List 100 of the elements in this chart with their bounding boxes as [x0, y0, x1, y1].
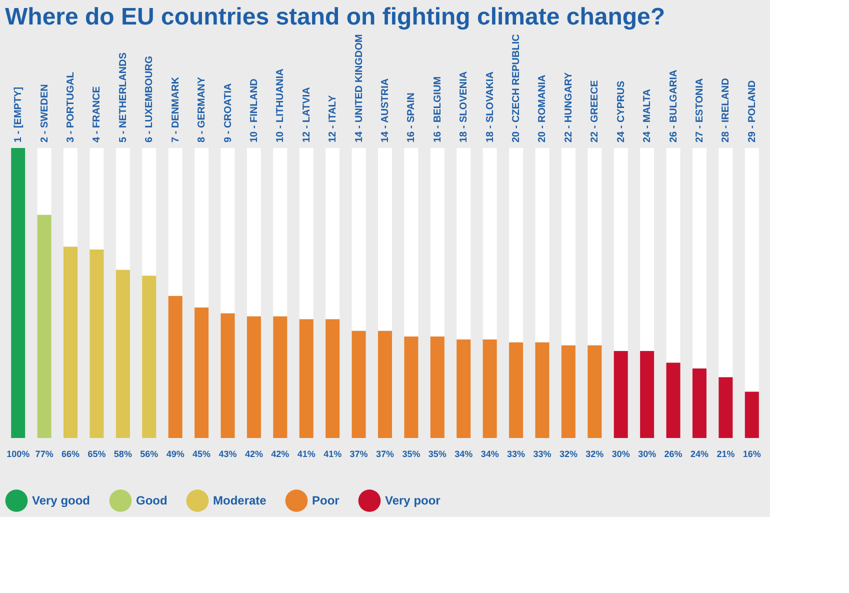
bar — [456, 148, 471, 340]
data-label: 33% — [533, 449, 552, 459]
data-label: 16% — [742, 449, 761, 459]
x-tick-label: 14 - AUSTRIA — [380, 78, 391, 142]
data-label: 45% — [192, 449, 211, 459]
bar — [404, 148, 418, 336]
x-tick-label: 24 - MALTA — [642, 88, 654, 142]
bar — [614, 148, 628, 351]
bar — [640, 148, 654, 351]
data-label: 77% — [35, 449, 54, 459]
x-tick-label: 22 - HUNGARY — [563, 72, 574, 142]
data-label: 35% — [428, 449, 446, 459]
bar — [509, 342, 524, 438]
x-tick-label: 16 - BELGIUM — [432, 76, 444, 142]
bar — [116, 148, 130, 270]
data-label: 30% — [612, 449, 630, 459]
data-label: 58% — [114, 449, 132, 459]
data-label: 24% — [690, 449, 708, 459]
bar — [168, 148, 182, 296]
bar — [718, 148, 733, 378]
bar — [404, 336, 418, 438]
x-tick-label: 10 - LITHUANIA — [275, 68, 286, 142]
x-tick-label: 3 - PORTUGAL — [66, 72, 77, 142]
bar — [482, 148, 497, 340]
bar — [246, 148, 261, 316]
x-tick-label: 14 - UNITED KINGDOM — [354, 34, 365, 142]
bar — [535, 148, 550, 342]
bar — [64, 148, 78, 247]
bar — [220, 148, 235, 314]
x-tick-label: 26 - BULGARIA — [668, 70, 680, 142]
bar — [430, 148, 444, 336]
x-tick-label: 22 - GREECE — [590, 80, 601, 142]
bar — [352, 330, 366, 438]
bar — [11, 148, 26, 438]
data-label: 66% — [62, 449, 80, 459]
x-tick-label: 12 - ITALY — [328, 94, 339, 142]
bar — [666, 362, 680, 438]
bar — [482, 339, 497, 438]
x-tick-label: 5 - NETHERLANDS — [118, 52, 129, 142]
chart-title: Where do EU countries stand on fighting climate change? — [5, 4, 666, 31]
bar — [718, 377, 733, 438]
x-tick-label: 6 - LUXEMBOURG — [144, 56, 156, 142]
data-label: 35% — [402, 449, 420, 459]
bar — [378, 148, 392, 331]
data-label: 33% — [507, 449, 526, 459]
bar — [142, 276, 156, 438]
data-label: 41% — [324, 449, 342, 459]
bar — [220, 313, 235, 438]
bar — [37, 214, 52, 438]
bar — [744, 392, 759, 438]
x-tick-label: 2 - SWEDEN — [39, 84, 50, 142]
bar — [352, 148, 366, 331]
data-label: 49% — [166, 449, 184, 459]
bar — [692, 148, 706, 368]
legend-label: Moderate — [213, 494, 267, 508]
bar — [37, 148, 52, 215]
data-label: 42% — [271, 449, 290, 459]
bar — [640, 351, 654, 438]
bar — [90, 148, 104, 250]
bar — [509, 148, 524, 342]
bar — [116, 270, 130, 438]
bar — [273, 148, 288, 316]
bar — [535, 342, 550, 438]
bar — [692, 368, 706, 438]
x-tick-label: 1 - [EMPTY] — [13, 86, 24, 142]
data-label: 100% — [6, 449, 30, 459]
bar — [64, 246, 78, 438]
x-tick-label: 28 - IRELAND — [720, 78, 732, 142]
data-label: 26% — [664, 449, 682, 459]
bar — [614, 351, 628, 438]
data-label: 42% — [244, 449, 263, 459]
bar — [378, 330, 392, 438]
x-tick-label: 9 - CROATIA — [222, 83, 234, 142]
data-label: 43% — [218, 449, 237, 459]
data-label: 34% — [454, 449, 473, 459]
bar — [142, 148, 156, 276]
x-tick-label: 10 - FINLAND — [248, 78, 260, 142]
x-tick-label: 18 - SLOVENIA — [458, 71, 470, 142]
data-label: 34% — [480, 449, 499, 459]
data-label: 32% — [559, 449, 578, 459]
bar — [456, 339, 471, 438]
x-tick-label: 18 - SLOVAKIA — [484, 72, 496, 142]
bar — [299, 319, 314, 438]
x-tick-label: 20 - CZECH REPUBLIC — [511, 34, 522, 142]
bar — [430, 336, 444, 438]
bar — [299, 148, 314, 320]
bar — [561, 148, 576, 346]
bar — [273, 316, 288, 438]
data-label: 65% — [88, 449, 106, 459]
x-tick-label: 29 - POLAND — [746, 80, 758, 142]
x-tick-label: 8 - GERMANY — [196, 76, 208, 142]
x-tick-label: 20 - ROMANIA — [537, 74, 548, 142]
bar — [90, 250, 104, 438]
legend-label: Poor — [312, 494, 340, 508]
bar — [326, 319, 340, 438]
bar — [194, 148, 209, 308]
x-tick-label: 27 - ESTONIA — [694, 78, 706, 142]
bar — [744, 148, 759, 392]
bar — [326, 148, 340, 320]
bar — [246, 316, 261, 438]
